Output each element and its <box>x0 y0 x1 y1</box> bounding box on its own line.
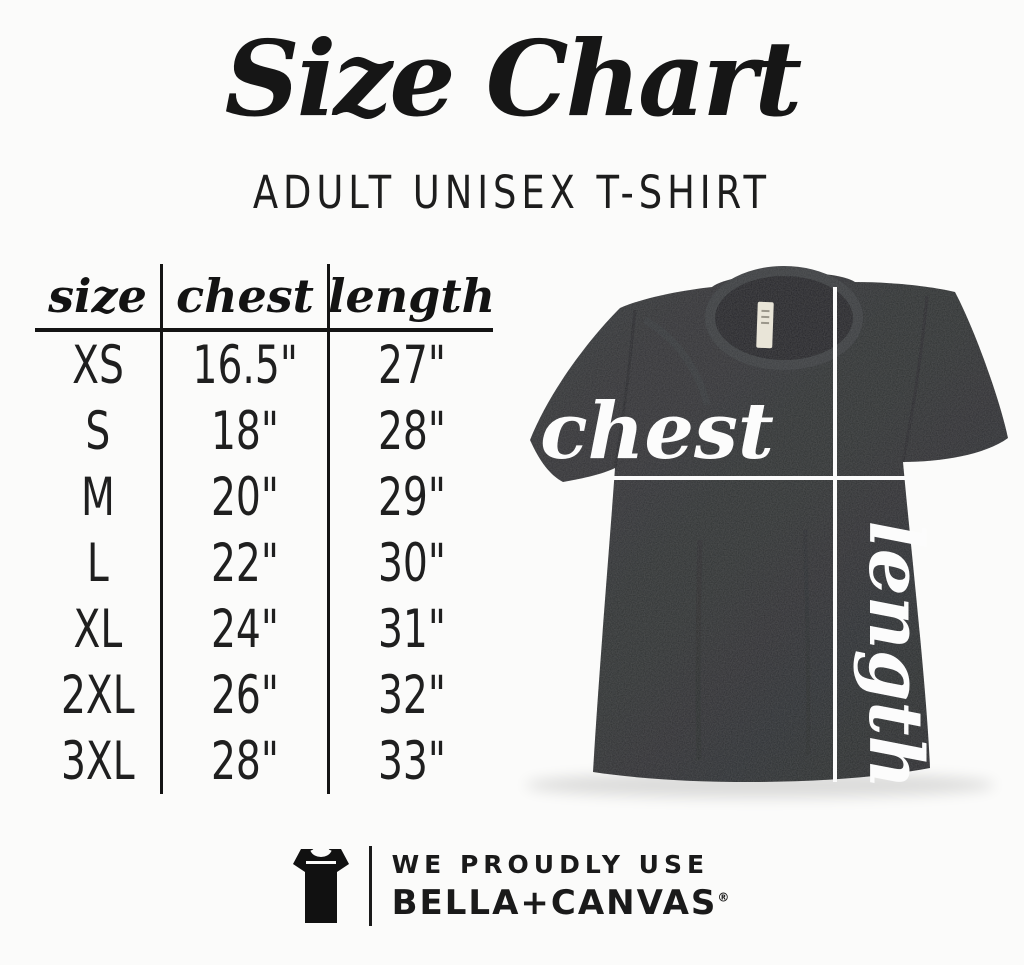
table-row-xs-size: XS <box>35 332 163 398</box>
table-row-l-size: L <box>35 530 163 596</box>
table-row-xl-size: XL <box>35 596 163 662</box>
table-row-s-chest: 18" <box>163 398 330 464</box>
chest-measure-line <box>610 476 913 480</box>
table-row-xl-length: 31" <box>377 598 446 660</box>
tshirt-shape <box>530 266 1008 783</box>
tshirt-icon <box>292 849 349 923</box>
page-subtitle-wrap: ADULT UNISEX T-SHIRT <box>0 166 1024 219</box>
header-underline <box>35 328 493 332</box>
table-row-l-chest: 22" <box>163 530 330 596</box>
column-header-chest: chest <box>163 264 330 328</box>
table-row-s-size: S <box>35 398 163 464</box>
table-row-3xl-length: 33" <box>377 730 446 792</box>
table-row-xs-length: 27" <box>377 334 446 396</box>
column-header-size: size <box>35 264 163 328</box>
table-row-m-chest: 20" <box>163 464 330 530</box>
column-header-length: length <box>327 269 496 323</box>
brand-footer: WE PROUDLY USE BELLA+CANVAS® <box>0 846 1024 926</box>
footer-divider <box>368 846 372 926</box>
table-row-s-length: 28" <box>377 400 446 462</box>
table-row-2xl-size: 2XL <box>35 662 163 728</box>
page-title: Size Chart <box>224 17 803 140</box>
table-row-2xl-length: 32" <box>377 664 446 726</box>
table-row-l-length: 30" <box>377 532 446 594</box>
length-measure-line <box>833 287 837 782</box>
footer-tagline: WE PROUDLY USE <box>391 849 710 879</box>
page-subtitle: ADULT UNISEX T-SHIRT <box>252 166 772 219</box>
registered-mark: ® <box>717 890 732 905</box>
footer-brand: BELLA+CANVAS® <box>391 882 732 923</box>
table-row-m-size: M <box>35 464 163 530</box>
table-row-xl-chest: 24" <box>163 596 330 662</box>
size-table: size chest length XS 16.5" 27" S 18" 28"… <box>35 264 496 794</box>
table-row-m-length: 29" <box>377 466 446 528</box>
neck-tag <box>756 301 774 349</box>
shirt-shadow <box>525 772 995 798</box>
chest-label: chest <box>540 386 774 477</box>
footer-text: WE PROUDLY USE BELLA+CANVAS® <box>392 850 732 923</box>
table-row-2xl-chest: 26" <box>163 662 330 728</box>
table-row-3xl-chest: 28" <box>163 728 330 794</box>
tshirt-photo: chest length <box>525 266 1008 798</box>
length-label: length <box>852 521 938 790</box>
table-row-xs-chest: 16.5" <box>163 332 330 398</box>
table-row-3xl-size: 3XL <box>35 728 163 794</box>
